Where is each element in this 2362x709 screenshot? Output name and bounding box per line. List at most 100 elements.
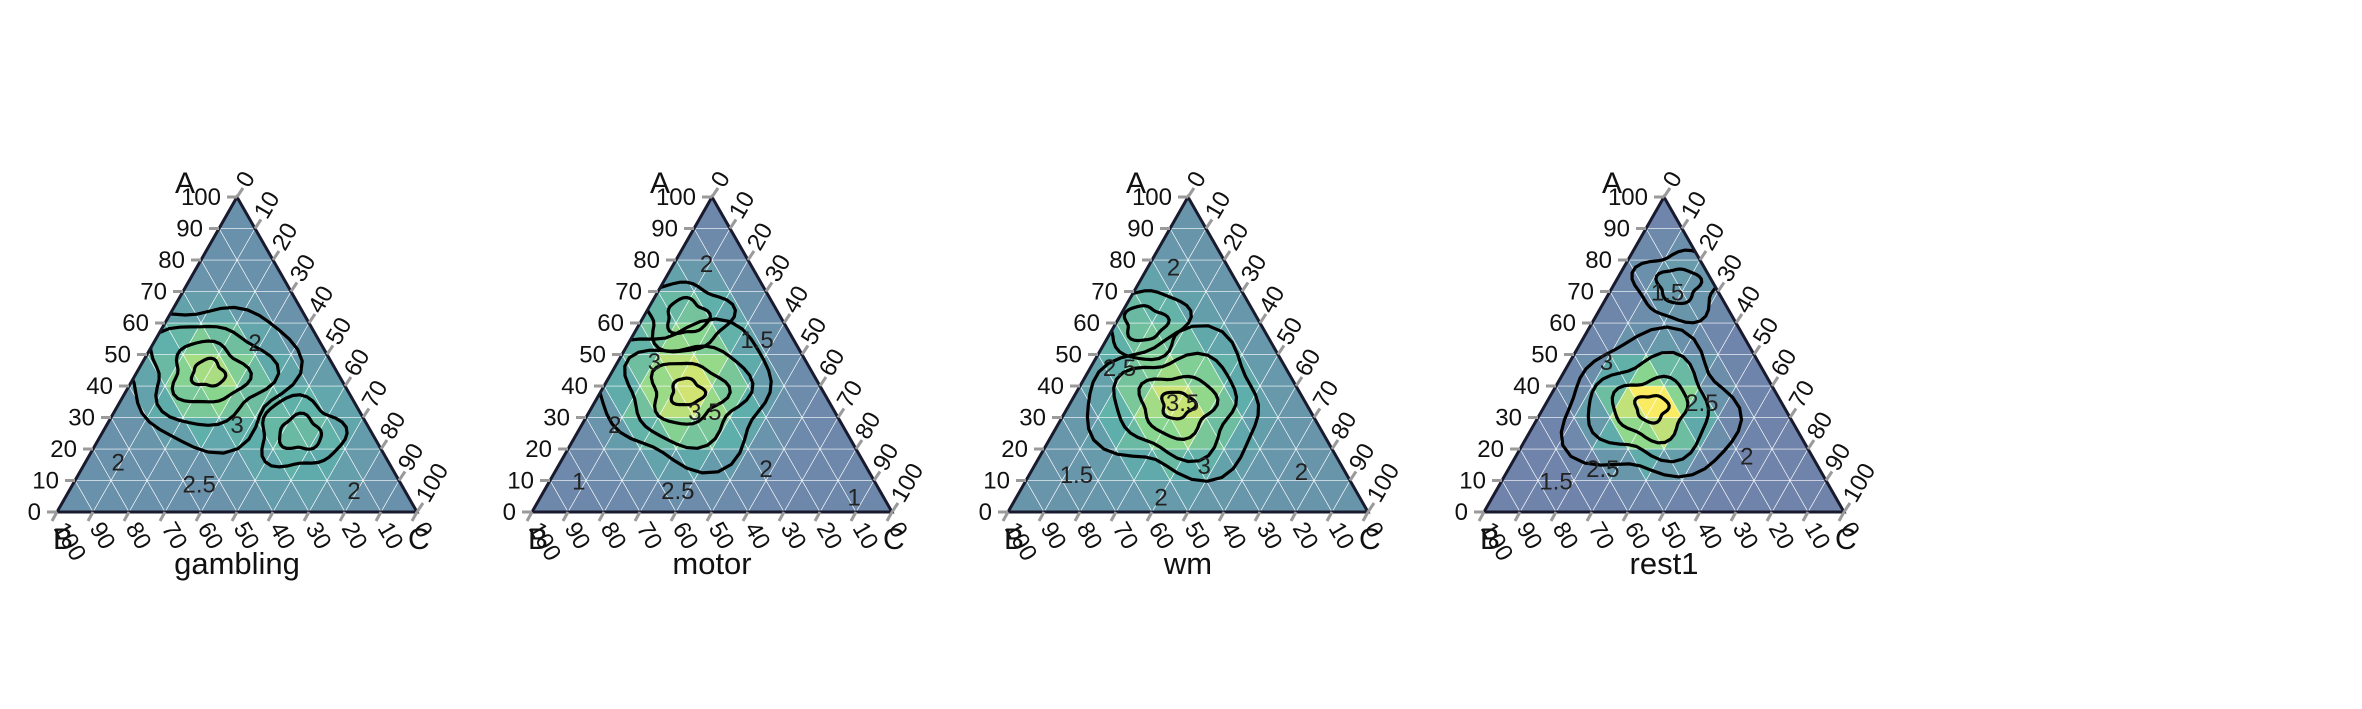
tick-label-left: 70 <box>1567 279 1594 306</box>
corner-label-top: A <box>1126 167 1146 200</box>
tick-mark <box>1788 407 1798 419</box>
tick-mark <box>1181 511 1190 522</box>
tick-mark <box>1837 511 1846 522</box>
tick-mark <box>1145 511 1154 522</box>
tick-mark <box>271 250 281 261</box>
contour-label: 1.5 <box>1651 280 1684 307</box>
contour-label: 2 <box>1295 459 1308 486</box>
tick-mark <box>1186 187 1196 198</box>
contour-line <box>1654 267 1704 306</box>
contour-line <box>189 356 228 388</box>
tick-mark <box>325 344 335 356</box>
tick-mark <box>1366 502 1376 513</box>
contour-label: 2.5 <box>1586 456 1619 483</box>
panel-title: wm <box>1163 546 1212 581</box>
tick-mark <box>1289 511 1298 522</box>
tick-label-right: 50 <box>321 313 358 350</box>
tick-label-bottom: 20 <box>811 518 848 555</box>
tick-mark <box>1824 470 1834 482</box>
tick-mark <box>1001 511 1010 522</box>
tick-label-right: 50 <box>1272 313 1309 350</box>
contour-label: 2 <box>347 478 360 505</box>
tick-label-right: 20 <box>1218 218 1255 255</box>
tick-mark <box>307 313 317 324</box>
tick-mark <box>1312 407 1322 419</box>
tick-label-bottom: 20 <box>336 518 373 555</box>
tick-label-bottom: 20 <box>1763 518 1800 555</box>
tick-label-right: 30 <box>1236 250 1273 287</box>
tick-mark <box>746 250 756 261</box>
tick-label-right: 60 <box>339 344 376 381</box>
contour-label: 2.5 <box>1103 355 1136 382</box>
tick-label-left: 80 <box>1585 247 1612 274</box>
tick-mark <box>818 376 828 387</box>
tick-label-right: 30 <box>285 250 322 287</box>
tick-label-right: 40 <box>303 281 340 318</box>
contour-line <box>623 344 755 450</box>
tick-label-left: 30 <box>1495 405 1522 432</box>
corner-label-left: B <box>528 523 548 556</box>
tick-label-bottom: 30 <box>1251 518 1288 555</box>
tick-mark <box>374 511 383 522</box>
tick-label-right: 40 <box>1730 281 1767 318</box>
panel-title: motor <box>672 546 751 581</box>
tick-label-left: 0 <box>503 499 516 526</box>
tick-mark <box>669 511 678 522</box>
contour-line <box>1586 350 1711 464</box>
tick-label-left: 0 <box>979 499 992 526</box>
tick-mark <box>1222 250 1232 261</box>
tick-label-left: 20 <box>1001 436 1028 463</box>
tick-label-bottom: 10 <box>1799 518 1836 555</box>
tick-label-left: 90 <box>1603 216 1630 243</box>
tick-label-right: 0 <box>1658 167 1688 192</box>
tick-label-left: 20 <box>1477 436 1504 463</box>
tick-label-right: 40 <box>1254 281 1291 318</box>
tick-mark <box>1258 313 1268 324</box>
tick-mark <box>1716 281 1726 293</box>
tick-mark <box>885 511 894 522</box>
tick-mark <box>122 511 131 522</box>
tick-mark <box>1698 250 1708 261</box>
tick-mark <box>338 511 347 522</box>
tick-label-left: 10 <box>1459 468 1486 495</box>
tick-label-right: 80 <box>1326 407 1363 444</box>
contour-line <box>260 393 349 469</box>
contour-label: 2 <box>700 251 713 278</box>
tick-label-right: 20 <box>742 218 779 255</box>
panel-title: gambling <box>174 546 300 581</box>
tick-label-right: 60 <box>1766 344 1803 381</box>
tick-label-bottom: 70 <box>1583 518 1620 555</box>
tick-label-right: 60 <box>814 344 851 381</box>
tick-mark <box>1621 511 1630 522</box>
corner-label-top: A <box>175 167 195 200</box>
contour-label: 3 <box>648 349 661 376</box>
tick-label-right: 80 <box>375 407 412 444</box>
tick-label-left: 60 <box>597 310 624 337</box>
corner-label-left: B <box>1004 523 1024 556</box>
contour-label: 2 <box>1740 443 1753 470</box>
contour-label: 2 <box>759 456 772 483</box>
tick-label-bottom: 30 <box>775 518 812 555</box>
tick-mark <box>343 376 353 387</box>
tick-label-right: 10 <box>1676 187 1713 224</box>
tick-mark <box>1662 187 1672 198</box>
tick-label-bottom: 70 <box>631 518 668 555</box>
panel-title: rest1 <box>1630 546 1699 581</box>
tick-mark <box>302 511 311 522</box>
tick-label-left: 10 <box>507 468 534 495</box>
tick-mark <box>158 511 167 522</box>
contour-lines <box>1085 289 1261 483</box>
tick-label-right: 10 <box>1200 187 1237 224</box>
tick-label-left: 10 <box>32 468 59 495</box>
ternary-panel-motor: 231.53.521 2.5210102030405060708090100100… <box>503 167 930 581</box>
tick-mark <box>361 407 371 419</box>
contour-line <box>1137 374 1220 442</box>
tick-label-bottom: 40 <box>1215 518 1252 555</box>
tick-label-right: 30 <box>760 250 797 287</box>
tick-mark <box>561 511 570 522</box>
tick-label-right: 50 <box>796 313 833 350</box>
tick-label-left: 10 <box>983 468 1010 495</box>
contour-label: 1.5 <box>1539 469 1572 496</box>
contour-line <box>666 295 713 336</box>
